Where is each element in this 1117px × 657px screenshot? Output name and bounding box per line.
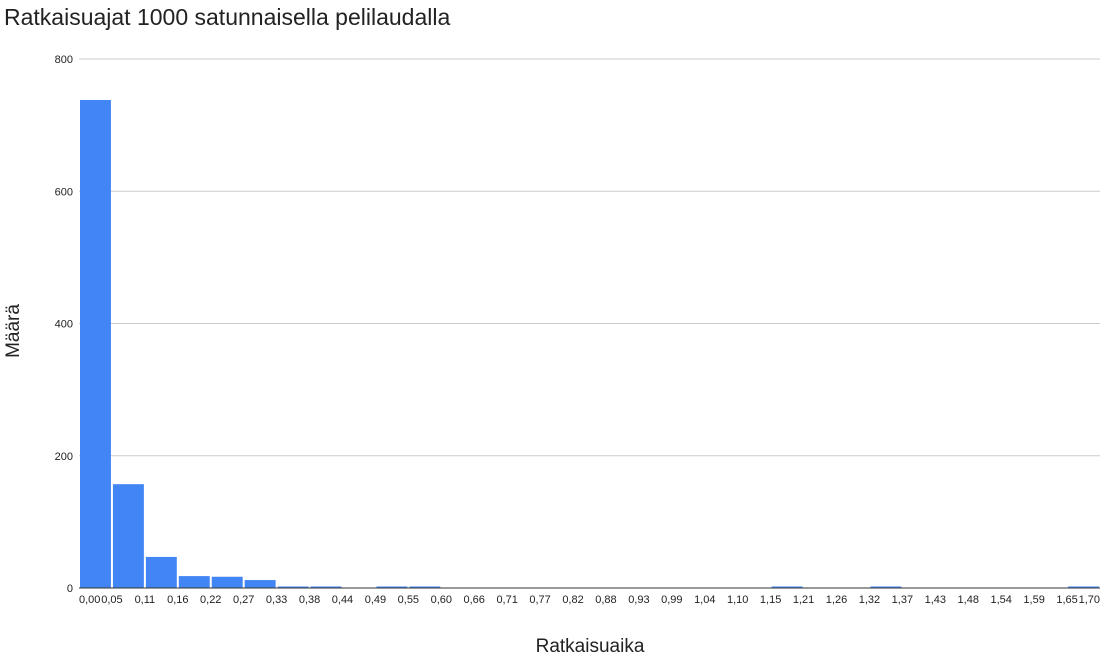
x-tick-label: 1,37 (892, 594, 913, 606)
histogram-bar (80, 99, 111, 588)
x-tick-label: 0,22 (200, 594, 221, 606)
gridlines (79, 58, 1100, 457)
x-tick-label: 0,05 (101, 594, 122, 606)
x-tick-label: 0,55 (398, 594, 419, 606)
histogram-bar (1068, 586, 1099, 588)
x-tick-label: 1,43 (925, 594, 946, 606)
y-tick-label: 0 (67, 583, 73, 595)
x-tick-label: 1,15 (760, 594, 781, 606)
histogram-bar (870, 586, 902, 588)
x-tick-label: 0,88 (595, 594, 616, 606)
x-tick-labels: 0,00 0,05 0,11 0,16 0,22 0,27 0,33 0,38 0,44 0,49… (79, 594, 1100, 606)
x-tick-label: 0,11 (135, 594, 156, 606)
x-tick-label: 0,00 (79, 594, 100, 606)
x-tick-label: 1,59 (1023, 594, 1044, 606)
x-tick-label: 0,16 (167, 594, 188, 606)
histogram-bar (211, 576, 243, 588)
x-tick-label: 1,26 (826, 594, 847, 606)
histogram-bar (310, 586, 342, 588)
histogram-bar (112, 484, 144, 588)
histogram-bar (277, 586, 309, 588)
x-tick-label: 0,77 (529, 594, 550, 606)
x-tick-label: 1,04 (694, 594, 715, 606)
x-tick-label: 0,27 (233, 594, 254, 606)
x-tick-label: 0,93 (628, 594, 649, 606)
x-axis-title: Ratkaisuaika (536, 636, 645, 657)
x-tick-label: 0,71 (496, 594, 517, 606)
y-tick-label: 200 (55, 451, 73, 463)
histogram-bar (244, 580, 276, 588)
x-tick-label: 0,38 (299, 594, 320, 606)
x-tick-label: 0,99 (661, 594, 682, 606)
x-tick-label: 0,44 (332, 594, 353, 606)
y-tick-label: 800 (55, 54, 73, 66)
y-tick-label: 400 (55, 319, 73, 331)
histogram-bar (376, 586, 408, 588)
y-axis-title: Määrä (3, 304, 24, 358)
y-tick-label: 600 (55, 186, 73, 198)
histogram-bar (409, 586, 441, 588)
bars (80, 99, 1099, 588)
x-tick-label: 1,21 (793, 594, 814, 606)
y-tick-labels: 0 200 400 600 800 (55, 54, 73, 595)
x-tick-label: 1,10 (727, 594, 748, 606)
x-tick-label: 1,70 (1079, 594, 1100, 606)
x-tick-label: 0,66 (464, 594, 485, 606)
x-tick-label: 0,33 (266, 594, 287, 606)
x-tick-label: 1,65 (1056, 594, 1077, 606)
x-tick-label: 0,82 (562, 594, 583, 606)
x-tick-label: 0,49 (365, 594, 386, 606)
histogram-bar (178, 576, 210, 588)
x-tick-label: 1,54 (990, 594, 1011, 606)
chart-title: Ratkaisuajat 1000 satunnaisella pelilaud… (4, 4, 451, 30)
histogram-bar (771, 586, 803, 588)
x-tick-label: 0,60 (431, 594, 452, 606)
x-tick-label: 1,48 (958, 594, 979, 606)
x-tick-label: 1,32 (859, 594, 880, 606)
histogram-bar (145, 556, 177, 588)
